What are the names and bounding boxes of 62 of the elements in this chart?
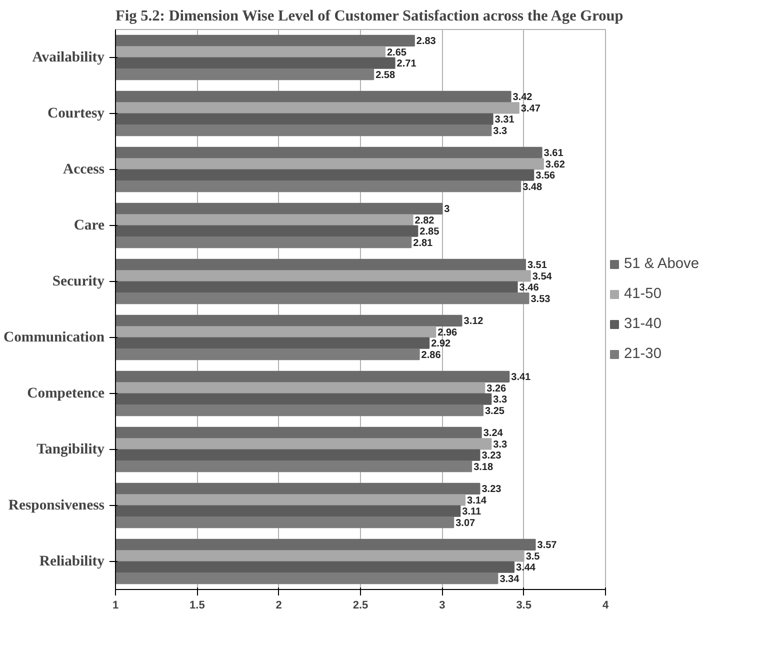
data-label: 3.42	[512, 92, 533, 104]
data-label: 3.31	[494, 114, 515, 126]
data-label: 3.26	[486, 383, 507, 394]
data-label: 3	[444, 204, 450, 216]
data-label: 2.58	[376, 70, 396, 81]
data-label: 3.23	[482, 450, 502, 462]
data-label: 3.18	[474, 462, 494, 473]
data-label: 3.46	[519, 282, 540, 294]
x-tick-label: 1.5	[190, 600, 205, 612]
data-label: 2.85	[420, 226, 440, 238]
x-tick-label: 4	[602, 600, 610, 612]
y-tick-label: Communication	[4, 330, 105, 346]
data-label: 3.53	[530, 294, 551, 305]
y-tick-label: Competence	[27, 386, 105, 402]
data-label: 3.11	[462, 506, 482, 518]
data-label: 2.71	[396, 58, 417, 70]
data-label: 3.48	[522, 182, 542, 193]
data-label: 3.25	[485, 406, 505, 417]
data-label: 3.07	[456, 518, 476, 529]
data-label: 3.5	[526, 551, 540, 562]
data-label: 2.96	[438, 327, 458, 338]
data-label: 3.57	[537, 540, 558, 552]
chart-title: Fig 5.2: Dimension Wise Level of Customer Satisfaction across the Age Group	[116, 8, 624, 24]
x-tick-label: 3	[439, 600, 446, 612]
y-tick-label: Tangibility	[36, 442, 106, 458]
data-label: 3.62	[545, 159, 566, 170]
y-tick-label: Security	[52, 274, 106, 290]
data-label: 3.61	[544, 148, 564, 160]
data-label: 2.92	[431, 338, 451, 350]
y-tick-label: Reliability	[39, 554, 106, 570]
data-label: 3.3	[493, 126, 508, 137]
data-label: 3.23	[482, 484, 502, 496]
x-tick-label: 3.5	[516, 600, 532, 612]
y-tick-label: Access	[62, 162, 105, 178]
y-tick-label: Care	[74, 218, 105, 234]
data-label: 3.41	[511, 372, 532, 384]
data-label: 3.14	[467, 495, 487, 506]
y-tick-label: Courtesy	[48, 106, 106, 122]
y-tick-label: Responsiveness	[8, 498, 105, 514]
legend-label: 41-50	[624, 286, 662, 302]
x-tick-label: 1	[112, 600, 119, 612]
data-label: 3.34	[500, 574, 520, 585]
data-label: 2.65	[387, 47, 407, 58]
x-tick-label: 2	[276, 600, 282, 612]
legend-label: 21-30	[624, 346, 662, 362]
data-label: 3.12	[464, 316, 484, 328]
data-label: 2.81	[413, 238, 434, 249]
data-label: 2.86	[421, 350, 442, 361]
data-label: 3.44	[516, 562, 536, 574]
y-tick-label: Availability	[32, 50, 106, 66]
data-label: 3.56	[536, 170, 556, 182]
data-label: 2.83	[416, 36, 436, 48]
data-label: 3.24	[483, 428, 504, 440]
data-label: 2.82	[414, 215, 435, 226]
x-tick-label: 2.5	[352, 600, 368, 612]
legend-label: 31-40	[624, 316, 662, 332]
data-label: 3.3	[493, 439, 508, 450]
legend-label: 51 & Above	[624, 256, 699, 272]
data-label: 3.47	[520, 103, 541, 114]
data-label: 3.51	[527, 260, 548, 272]
data-label: 3.54	[532, 271, 552, 282]
data-label: 3.3	[493, 394, 508, 406]
